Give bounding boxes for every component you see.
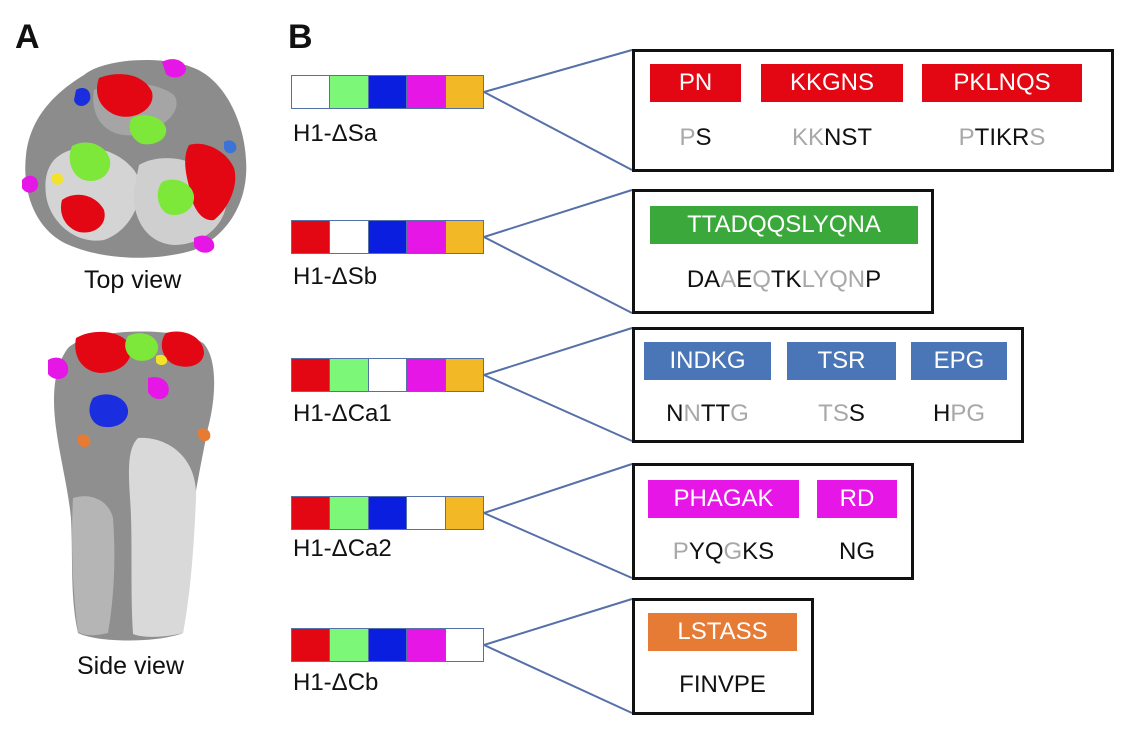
segment-cb (445, 76, 484, 108)
construct-bar-sb (291, 220, 484, 254)
construct-label-sa: H1-ΔSa (293, 120, 378, 147)
substituted-residues: TT (700, 400, 731, 427)
segment-sa (292, 629, 331, 661)
mutant-sequence: KKNST (761, 124, 903, 152)
construct-label-sb: H1-ΔSb (293, 263, 378, 290)
substituted-residues: DA (686, 266, 721, 293)
substituted-residues: TIKR (974, 124, 1030, 151)
segment-sa (292, 359, 331, 391)
construct-label-ca2: H1-ΔCa2 (293, 535, 392, 562)
segment-cb (445, 497, 484, 529)
segment-sb (330, 359, 369, 391)
segment-ca1 (368, 76, 408, 108)
epitope-box-cb: LSTASS FINVPE (632, 598, 814, 715)
top-view-caption: Top view (84, 266, 182, 294)
wildtype-epitope-tag: TTADQQSLYQNA (650, 206, 918, 244)
mutant-sequence: TSS (787, 400, 896, 428)
epitope-box-sa: PN KKGNS PKLNQS PS KKNST PTIKRS (632, 49, 1114, 172)
unchanged-residues: PG (950, 400, 986, 427)
panel-letter-a: A (15, 18, 40, 56)
segment-ca2 (407, 497, 446, 529)
unchanged-residues: Q (752, 266, 771, 293)
segment-ca1 (368, 221, 408, 253)
mutant-sequence: DAAEQTKLYQNP (650, 266, 918, 294)
segment-ca2 (407, 76, 446, 108)
mutant-sequence: PS (650, 124, 741, 152)
unchanged-residues: A (720, 266, 737, 293)
substituted-residues: NST (824, 124, 872, 151)
substituted-residues: N (666, 400, 684, 427)
substituted-residues: YQ (688, 538, 724, 565)
unchanged-residues: TS (818, 400, 849, 427)
segment-sb (330, 221, 369, 253)
substituted-residues: KS (742, 538, 775, 565)
mutant-sequence: FINVPE (648, 671, 797, 699)
unchanged-residues: G (730, 400, 749, 427)
substituted-residues: E (736, 266, 753, 293)
construct-bar-sa (291, 75, 484, 109)
unchanged-residues: P (958, 124, 975, 151)
segment-ca2 (407, 629, 446, 661)
epitope-box-ca2: PHAGAK RD PYQGKS NG (632, 463, 914, 580)
panel-letter-b: B (288, 18, 313, 56)
segment-ca2 (407, 221, 446, 253)
hemagglutinin-top-view-image (22, 59, 247, 258)
unchanged-residues: S (1029, 124, 1046, 151)
mutant-sequence: NNTTG (644, 400, 771, 428)
epitope-box-ca1: INDKG TSR EPG NNTTG TSS HPG (632, 327, 1024, 443)
epitope-box-sb: TTADQQSLYQNA DAAEQTKLYQNP (632, 189, 934, 314)
segment-ca1 (368, 629, 408, 661)
unchanged-residues: LYQN (801, 266, 866, 293)
construct-bar-cb (291, 628, 484, 662)
construct-label-cb: H1-ΔCb (293, 669, 379, 696)
wildtype-epitope-tag: PHAGAK (648, 480, 799, 518)
wildtype-epitope-tag: RD (817, 480, 897, 518)
wildtype-epitope-tag: PN (650, 64, 741, 102)
segment-cb (445, 629, 484, 661)
segment-sb (330, 76, 369, 108)
segment-sa (292, 497, 331, 529)
segment-ca1 (368, 497, 408, 529)
unchanged-residues: P (679, 124, 696, 151)
segment-cb (445, 359, 484, 391)
segment-sb (330, 629, 369, 661)
unchanged-residues: P (672, 538, 689, 565)
wildtype-epitope-tag: TSR (787, 342, 896, 380)
substituted-residues: H (932, 400, 951, 427)
segment-ca1 (368, 359, 408, 391)
segment-cb (445, 221, 484, 253)
construct-bar-ca2 (291, 496, 484, 530)
wildtype-epitope-tag: EPG (911, 342, 1007, 380)
wildtype-epitope-tag: KKGNS (761, 64, 903, 102)
unchanged-residues: KK (791, 124, 824, 151)
construct-label-ca1: H1-ΔCa1 (293, 400, 392, 427)
substituted-residues: NG (839, 538, 875, 565)
segment-sb (330, 497, 369, 529)
side-view-caption: Side view (77, 652, 184, 680)
substituted-residues: P (865, 266, 882, 293)
segment-sa (292, 76, 331, 108)
mutant-sequence: NG (817, 538, 897, 566)
substituted-residues: TK (770, 266, 802, 293)
hemagglutinin-side-view-image (48, 331, 215, 641)
unchanged-residues: N (683, 400, 701, 427)
substituted-residues: FINVPE (679, 671, 766, 698)
wildtype-epitope-tag: PKLNQS (922, 64, 1082, 102)
wildtype-epitope-tag: LSTASS (648, 613, 797, 651)
mutant-sequence: HPG (911, 400, 1007, 428)
wildtype-epitope-tag: INDKG (644, 342, 771, 380)
unchanged-residues: G (723, 538, 743, 565)
substituted-residues: S (848, 400, 865, 427)
segment-ca2 (407, 359, 446, 391)
substituted-residues: S (695, 124, 712, 151)
segment-sa (292, 221, 331, 253)
mutant-sequence: PTIKRS (922, 124, 1082, 152)
construct-bar-ca1 (291, 358, 484, 392)
mutant-sequence: PYQGKS (648, 538, 799, 566)
